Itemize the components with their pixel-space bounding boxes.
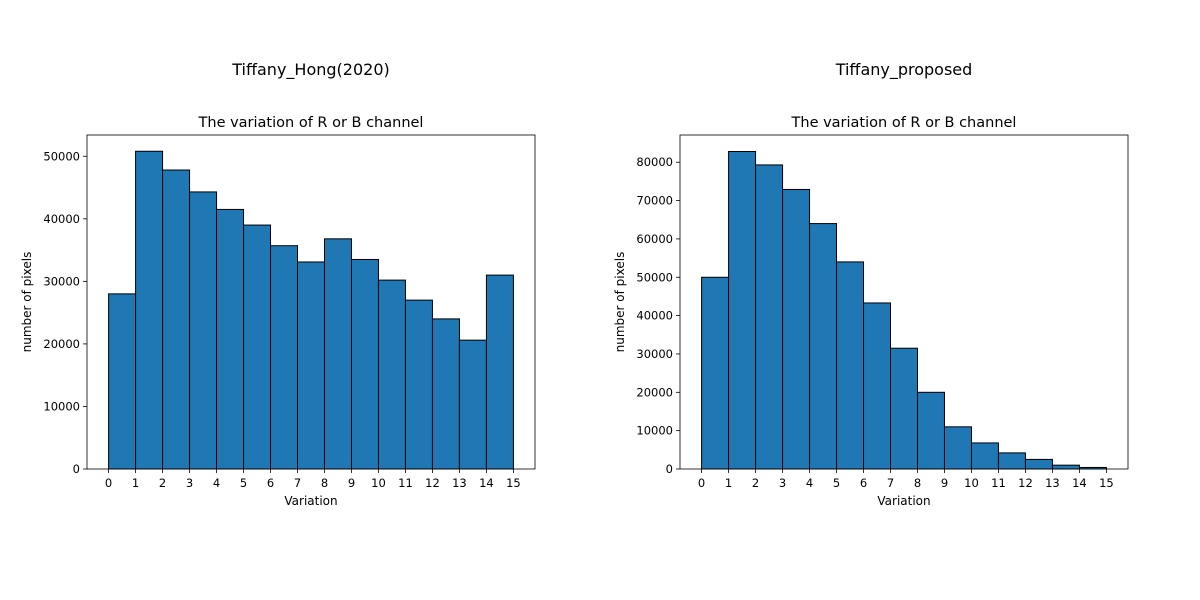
histogram-bar: [135, 150, 164, 470]
x-tick-label: 9: [348, 476, 355, 490]
histogram-bar: [431, 318, 460, 470]
histogram-bar: [943, 426, 972, 470]
y-tick-label: 0: [666, 462, 673, 476]
y-tick-label: 10000: [43, 399, 80, 413]
y-tick-label: 20000: [43, 337, 80, 351]
x-tick-label: 13: [452, 476, 467, 490]
x-tick-label: 4: [806, 476, 813, 490]
x-tick-label: 9: [941, 476, 948, 490]
x-tick-label: 14: [1072, 476, 1087, 490]
histogram-bar: [890, 347, 918, 470]
y-tick-label: 20000: [636, 385, 673, 399]
x-tick-label: 14: [479, 476, 494, 490]
histogram-bar: [458, 339, 487, 470]
histogram-bar: [189, 191, 218, 470]
x-tick-label: 3: [186, 476, 193, 490]
y-tick-label: 30000: [636, 347, 673, 361]
y-tick-label: 0: [73, 462, 80, 476]
subplot-2: Tiffany_proposed The variation of R or B …: [613, 60, 1129, 508]
x-tick-label: 13: [1045, 476, 1060, 490]
y-tick-label: 60000: [636, 232, 673, 246]
histogram-bar: [350, 258, 379, 470]
axes-frame: [679, 134, 1129, 470]
y-tick-label: 50000: [43, 149, 80, 163]
x-tick-label: 12: [425, 476, 440, 490]
histogram-bar: [1051, 464, 1080, 470]
x-tick-label: 2: [159, 476, 166, 490]
histogram-bar: [243, 224, 272, 470]
y-tick-label: 10000: [636, 424, 673, 438]
x-tick-label: 6: [267, 476, 274, 490]
histogram-bar: [836, 261, 865, 470]
histogram-bar: [270, 245, 299, 470]
histogram-bar: [997, 452, 1026, 470]
histogram-bar: [216, 208, 245, 470]
histogram-bar: [485, 274, 514, 470]
y-tick-label: 40000: [43, 212, 80, 226]
histogram-bar: [782, 188, 811, 470]
histogram-bar: [297, 261, 325, 470]
x-tick-label: 1: [725, 476, 732, 490]
x-axis-label: Variation: [284, 494, 337, 508]
x-tick-label: 0: [698, 476, 705, 490]
x-tick-label: 11: [398, 476, 413, 490]
y-tick-label: 40000: [636, 309, 673, 323]
x-tick-label: 15: [1099, 476, 1114, 490]
x-tick-label: 8: [321, 476, 328, 490]
histogram-bar: [108, 293, 137, 470]
x-tick-label: 8: [914, 476, 921, 490]
histogram-bar: [701, 276, 730, 470]
x-axis-label: Variation: [877, 494, 930, 508]
y-tick-label: 30000: [43, 274, 80, 288]
x-tick-label: 7: [887, 476, 894, 490]
x-tick-label: 5: [240, 476, 247, 490]
x-tick-label: 0: [105, 476, 112, 490]
axes-title: The variation of R or B channel: [791, 115, 1017, 131]
figure-title: Tiffany_Hong(2020): [231, 60, 389, 80]
y-tick-label: 50000: [636, 270, 673, 284]
subplot-1: Tiffany_Hong(2020) The variation of R or …: [20, 60, 536, 508]
histogram-bar: [970, 442, 999, 470]
histogram-bar: [1024, 458, 1053, 470]
axes-title: The variation of R or B channel: [198, 115, 424, 131]
histogram-bar: [377, 279, 406, 470]
y-axis-label: number of pixels: [20, 252, 34, 353]
y-tick-label: 70000: [636, 194, 673, 208]
x-tick-label: 4: [213, 476, 220, 490]
histogram-bar: [755, 164, 784, 470]
histogram-bar: [162, 169, 191, 470]
x-tick-label: 10: [371, 476, 386, 490]
histogram-bar: [323, 238, 352, 470]
histogram-bar: [404, 299, 433, 470]
y-axis-label: number of pixels: [613, 252, 627, 353]
x-tick-label: 3: [779, 476, 786, 490]
histogram-bar: [916, 391, 945, 470]
x-tick-label: 7: [294, 476, 301, 490]
x-tick-label: 5: [833, 476, 840, 490]
histogram-bar: [728, 150, 757, 470]
y-tick-label: 80000: [636, 155, 673, 169]
x-tick-label: 10: [964, 476, 979, 490]
x-tick-label: 15: [506, 476, 521, 490]
histogram-bar: [809, 223, 838, 470]
axes-frame: [86, 134, 536, 470]
x-tick-label: 2: [752, 476, 759, 490]
x-tick-label: 1: [132, 476, 139, 490]
x-tick-label: 11: [991, 476, 1006, 490]
x-tick-label: 12: [1018, 476, 1033, 490]
histogram-bar: [863, 302, 892, 470]
x-tick-label: 6: [860, 476, 867, 490]
figure-title: Tiffany_proposed: [835, 60, 973, 80]
